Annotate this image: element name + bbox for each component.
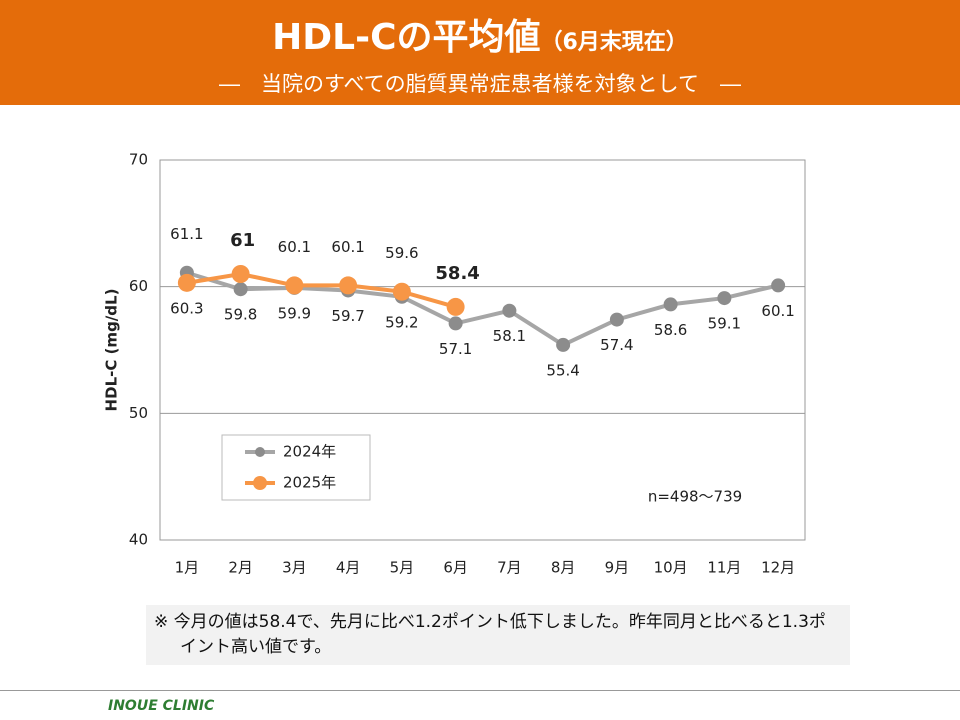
data-label: 60.1 — [331, 238, 364, 256]
title-suffix: （6月末現在） — [540, 30, 688, 55]
point — [285, 276, 304, 295]
x-tick-label: 5月 — [390, 559, 415, 577]
title: HDL-Cの平均値 — [272, 17, 541, 58]
data-label: 59.8 — [224, 306, 257, 324]
data-label: 61.1 — [170, 225, 203, 243]
data-label: 59.7 — [331, 307, 364, 325]
point — [231, 265, 250, 283]
x-tick-label: 11月 — [707, 559, 741, 577]
y-tick-label: 70 — [129, 151, 148, 169]
point — [609, 312, 624, 327]
point — [717, 291, 732, 306]
legend-box — [221, 434, 371, 501]
legend-marker — [253, 476, 267, 490]
legend-marker — [255, 447, 265, 457]
point — [392, 282, 411, 301]
chart: 40 50 60 70 HDL-C (mg/dL) 1月 2月 3月 4月 5月 6月 7月 8月 9月 1… — [103, 151, 806, 577]
footer-line — [0, 690, 960, 691]
data-label: 59.2 — [385, 313, 418, 331]
data-label: 58.6 — [654, 321, 687, 339]
data-label: 59.9 — [278, 304, 311, 322]
data-label: 58.4 — [435, 263, 479, 284]
point — [771, 278, 786, 293]
legend-label: 2025年 — [283, 474, 336, 492]
x-tick-label: 12月 — [761, 559, 795, 577]
data-label: 60.1 — [278, 238, 311, 256]
subtitle: ― 当院のすべての脂質異常症患者様を対象として ― — [218, 72, 742, 96]
series-line — [186, 270, 779, 348]
note: ※ 今月の値は58.4で、先月に比べ1.2ポイント低下しました。昨年同月と比べる… — [146, 605, 850, 665]
y-tick-label: 40 — [129, 531, 148, 549]
x-tick-label: 9月 — [605, 559, 630, 577]
y-tick-label: 60 — [129, 277, 148, 295]
header: HDL-Cの平均値（6月末現在） ― 当院のすべての脂質異常症患者様を対象として… — [0, 0, 960, 105]
x-tick-label: 1月 — [175, 559, 200, 577]
x-tick-label: 4月 — [336, 559, 361, 577]
point — [339, 276, 358, 295]
point — [663, 297, 678, 312]
x-tick-label: 6月 — [443, 559, 468, 577]
data-label: 61 — [230, 230, 255, 251]
data-label: 59.6 — [385, 244, 418, 262]
x-tick-label: 3月 — [282, 559, 307, 577]
point — [556, 337, 571, 352]
footer-logo: INOUE CLINIC — [108, 698, 215, 714]
data-label: 57.4 — [600, 336, 633, 354]
x-tick-label: 10月 — [654, 559, 688, 577]
data-label: 55.4 — [546, 361, 579, 379]
x-tick-label: 2月 — [228, 559, 253, 577]
data-label: 57.1 — [439, 340, 472, 358]
data-label: 60.3 — [170, 299, 203, 317]
y-tick-label: 50 — [129, 404, 148, 422]
x-tick-label: 7月 — [497, 559, 522, 577]
point — [233, 282, 248, 297]
title-line: HDL-Cの平均値（6月末現在） — [0, 8, 960, 60]
y-axis-label: HDL-C (mg/dL) — [103, 289, 121, 412]
point — [448, 316, 463, 331]
point — [177, 273, 196, 292]
x-tick-label: 8月 — [551, 559, 576, 577]
data-label: 59.1 — [708, 315, 741, 333]
point — [446, 297, 465, 316]
legend-label: 2024年 — [283, 443, 336, 461]
series-line — [186, 271, 457, 309]
data-label: 60.1 — [761, 302, 794, 320]
point — [502, 303, 517, 318]
data-label: 58.1 — [493, 327, 526, 345]
annotation: n=498～739 — [648, 488, 742, 506]
